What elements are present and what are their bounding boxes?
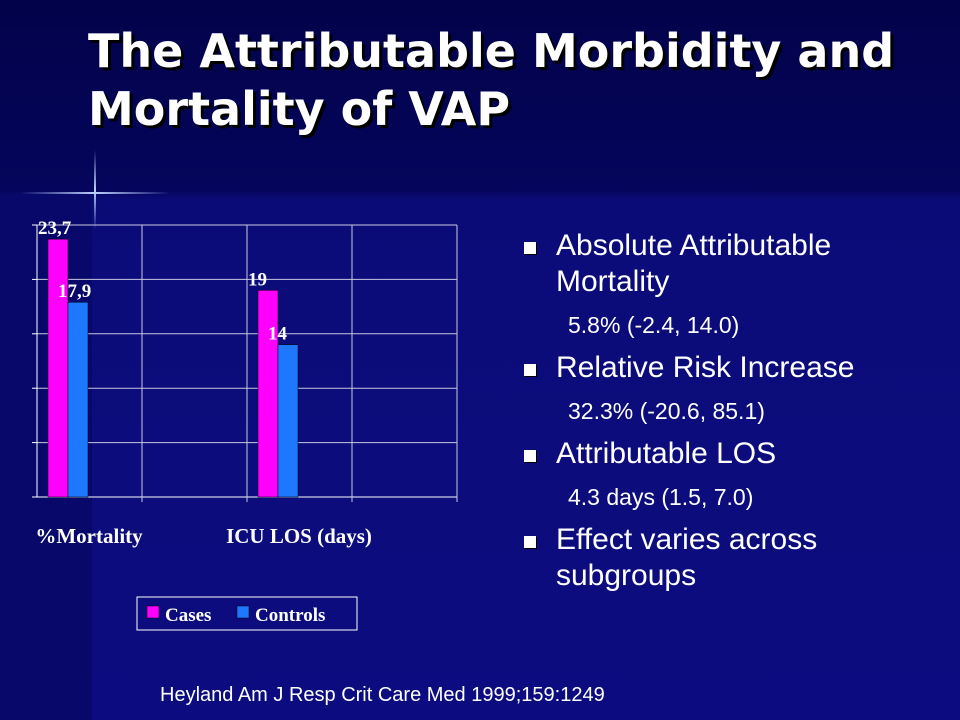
legend-label: Cases xyxy=(165,605,211,626)
bullet-sub: 4.3 days (1.5, 7.0) xyxy=(568,484,754,510)
bullet-text: Attributable LOS xyxy=(556,437,777,470)
bar xyxy=(67,301,89,498)
bar xyxy=(47,238,69,498)
value-label: 23,7 xyxy=(38,218,72,239)
bullet-text: Relative Risk Increase xyxy=(556,351,855,384)
citation: Heyland Am J Resp Crit Care Med 1999;159… xyxy=(160,684,605,706)
bullet-sub: 5.8% (-2.4, 14.0) xyxy=(568,312,740,338)
bullet: Attributable LOS 4.3 days (1.5, 7.0) xyxy=(520,436,940,512)
bar xyxy=(277,344,299,498)
value-label: 14 xyxy=(268,324,288,345)
legend-swatch xyxy=(236,605,250,619)
bar xyxy=(257,290,279,498)
legend-box xyxy=(136,596,358,631)
flare xyxy=(94,150,96,230)
bullet: Relative Risk Increase 32.3% (-20.6, 85.1… xyxy=(520,350,940,426)
bullet-sub: 32.3% (-20.6, 85.1) xyxy=(568,398,765,424)
legend-swatch xyxy=(146,605,160,619)
slide-title: The Attributable Morbidity and Mortality… xyxy=(88,24,895,136)
bullet: Effect varies across subgroups xyxy=(520,522,940,594)
value-label: 19 xyxy=(248,269,267,290)
legend-label: Controls xyxy=(255,605,325,626)
x-tick-label: ICU LOS (days) xyxy=(226,524,372,548)
bullet-list: Absolute Attributable Mortality 5.8% (-2.… xyxy=(520,218,940,594)
bullet-text: Absolute Attributable Mortality xyxy=(556,229,832,298)
x-tick-label: %Mortality xyxy=(35,524,143,548)
bullet: Absolute Attributable Mortality 5.8% (-2.… xyxy=(520,228,940,340)
value-label: 17,9 xyxy=(58,281,91,302)
bullet-text: Effect varies across subgroups xyxy=(556,523,818,592)
